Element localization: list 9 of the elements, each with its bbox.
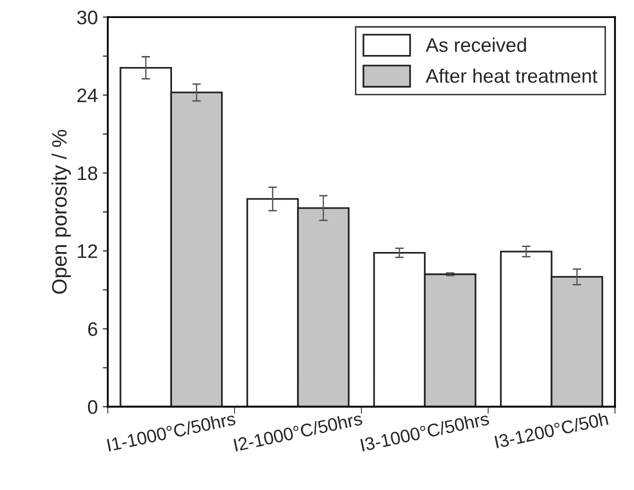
y-tick-label: 12 <box>78 244 98 258</box>
y-tick-label: 18 <box>78 166 98 180</box>
y-tick-label: 0 <box>88 400 98 414</box>
y-tick-label: 24 <box>77 88 98 102</box>
legend-label: As received <box>426 38 526 52</box>
y-tick-label: 6 <box>88 322 98 336</box>
legend-label: After heat treatment <box>426 68 598 83</box>
y-axis-title: Open porosity / % <box>51 130 71 294</box>
y-tick-label: 30 <box>77 10 98 24</box>
